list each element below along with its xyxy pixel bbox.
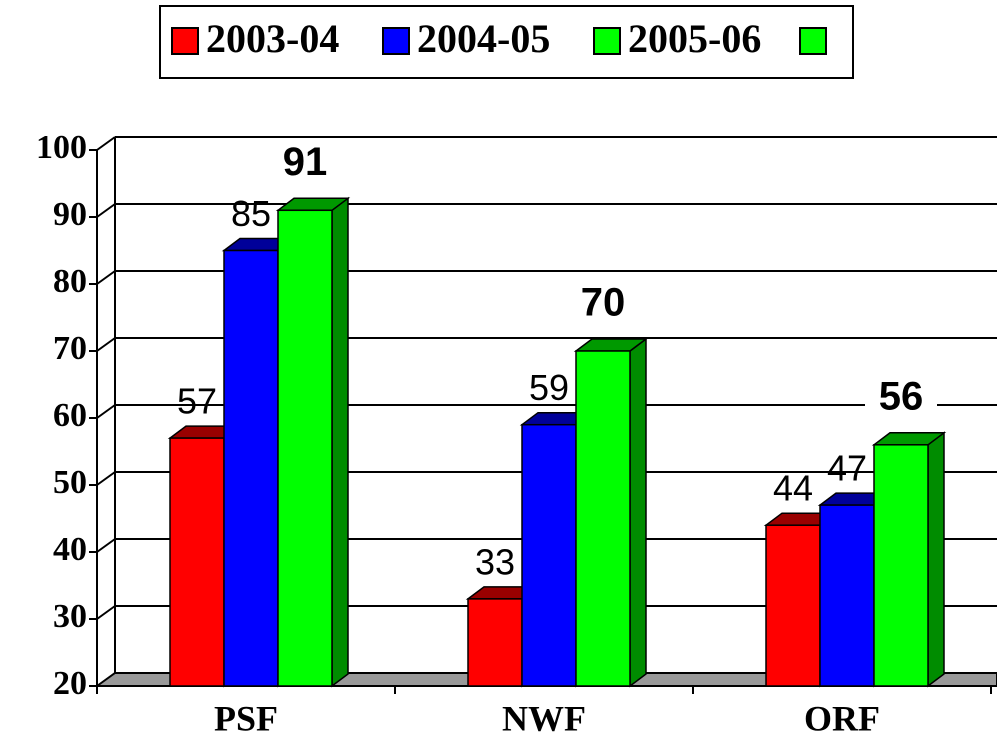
- data-label: 85: [231, 193, 271, 234]
- x-tick-label: PSF: [214, 698, 278, 738]
- data-label: 70: [581, 281, 626, 325]
- grid-diag: [96, 337, 116, 352]
- y-tick-label: 90: [53, 196, 87, 233]
- legend-swatch: [382, 27, 410, 55]
- data-label-bg: [269, 138, 341, 189]
- grid-diag: [96, 270, 116, 285]
- grid-diag: [96, 538, 116, 553]
- x-tick-label: ORF: [804, 698, 880, 738]
- bar: [819, 504, 875, 687]
- grid-diag: [96, 605, 116, 620]
- legend-swatch: [171, 27, 199, 55]
- bar: [169, 437, 225, 687]
- y-tick-label: 70: [53, 330, 87, 367]
- legend-label: 2003-04: [206, 16, 339, 61]
- bar-side: [629, 337, 647, 688]
- data-label: 33: [475, 541, 515, 582]
- data-label: 47: [827, 448, 867, 489]
- y-tick-label: 60: [53, 397, 87, 434]
- bar-side: [927, 431, 945, 688]
- y-tick-label: 80: [53, 263, 87, 300]
- bar: [575, 350, 631, 687]
- data-label: 57: [177, 381, 217, 422]
- x-tick-label: NWF: [502, 698, 586, 738]
- data-label: 91: [283, 140, 328, 184]
- y-tick-label: 40: [53, 531, 87, 568]
- y-tick-label: 100: [36, 129, 87, 166]
- bar-side: [331, 196, 349, 688]
- grid-diag: [96, 471, 116, 486]
- bar: [277, 209, 333, 687]
- data-label: 44: [773, 468, 813, 509]
- legend-label: 2005-06: [628, 16, 761, 61]
- data-label: 56: [879, 374, 924, 418]
- bar: [223, 249, 279, 687]
- bar: [873, 444, 929, 687]
- grid-diag: [96, 404, 116, 419]
- y-tick-label: 50: [53, 464, 87, 501]
- legend-swatch: [593, 27, 621, 55]
- bar: [467, 598, 523, 687]
- bar: [521, 423, 577, 687]
- legend-box: [159, 5, 854, 79]
- y-tick-label: 20: [53, 665, 87, 702]
- legend-swatch: [799, 27, 827, 55]
- data-label: 59: [529, 367, 569, 408]
- data-label-bg: [865, 372, 937, 423]
- legend-label: 2004-05: [417, 16, 550, 61]
- grid-diag: [96, 203, 116, 218]
- y-tick-label: 30: [53, 598, 87, 635]
- grid-diag: [96, 136, 116, 151]
- data-label-bg: [567, 279, 639, 329]
- bar: [765, 524, 821, 687]
